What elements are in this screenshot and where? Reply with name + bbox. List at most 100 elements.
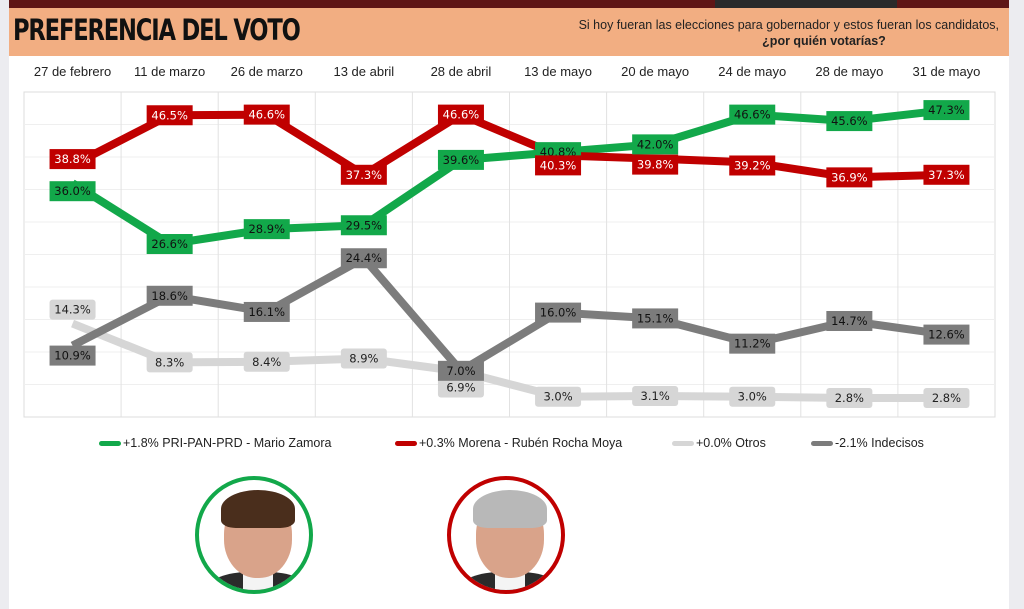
- data-label: 2.8%: [932, 391, 961, 405]
- data-label: 40.3%: [540, 158, 577, 172]
- x-tick-label: 27 de febrero: [33, 64, 112, 79]
- data-point-marker: [923, 164, 970, 185]
- data-point-marker: [243, 351, 290, 372]
- page-title: PREFERENCIA DEL VOTO: [13, 13, 301, 47]
- x-tick-label: 31 de mayo: [912, 64, 981, 79]
- top-bar: [9, 0, 1009, 8]
- data-point-marker: [437, 360, 484, 381]
- candidate-avatar: [447, 476, 565, 594]
- data-label: 18.6%: [151, 289, 188, 303]
- data-point-marker: [923, 388, 970, 408]
- poll-page: PREFERENCIA DEL VOTO Si hoy fueran las e…: [9, 0, 1009, 609]
- series-line: [70, 110, 947, 182]
- data-point-marker: [437, 377, 484, 398]
- data-label: 10.9%: [54, 349, 91, 363]
- legend-swatch: [811, 440, 833, 446]
- data-label: 7.0%: [446, 364, 475, 378]
- data-point-marker: [49, 345, 96, 366]
- data-label: 3.1%: [641, 389, 670, 403]
- question-line-2: ¿por quién votarías?: [762, 34, 886, 48]
- data-label: 8.4%: [252, 355, 281, 369]
- data-label: 45.6%: [831, 114, 868, 128]
- legend-item: +0.3% Morena - Rubén Rocha Moya: [395, 436, 622, 450]
- data-label: 36.9%: [831, 170, 868, 184]
- legend-swatch: [395, 440, 417, 446]
- data-label: 8.9%: [349, 352, 378, 366]
- data-label: 37.3%: [346, 168, 383, 182]
- legend-label: -2.1% Indecisos: [835, 436, 924, 450]
- data-label: 16.1%: [248, 305, 285, 319]
- legend-item: +0.0% Otros: [672, 436, 766, 450]
- data-point-marker: [340, 215, 387, 236]
- data-point-marker: [146, 352, 193, 373]
- data-point-marker: [437, 104, 484, 125]
- data-point-marker: [243, 301, 290, 322]
- data-point-marker: [146, 234, 193, 255]
- data-point-marker: [437, 149, 484, 170]
- data-label: 3.0%: [543, 390, 572, 404]
- data-label: 15.1%: [637, 311, 674, 325]
- data-point-marker: [632, 154, 679, 175]
- data-point-marker: [535, 386, 582, 407]
- data-label: 16.0%: [540, 306, 577, 320]
- data-point-marker: [535, 155, 582, 176]
- legend-label: +1.8% PRI-PAN-PRD - Mario Zamora: [123, 436, 332, 450]
- chart-legend: +1.8% PRI-PAN-PRD - Mario Zamora +0.3% Mo…: [99, 436, 959, 456]
- data-point-marker: [49, 299, 96, 320]
- data-point-marker: [340, 248, 387, 269]
- data-label: 12.6%: [928, 328, 965, 342]
- data-point-marker: [243, 219, 290, 240]
- data-label: 26.6%: [151, 237, 188, 251]
- data-label: 46.6%: [443, 108, 480, 122]
- data-label: 8.3%: [155, 355, 184, 369]
- data-point-marker: [923, 100, 970, 121]
- x-tick-label: 11 de marzo: [133, 64, 206, 79]
- data-label: 28.9%: [248, 222, 285, 236]
- data-point-marker: [146, 285, 193, 306]
- question-line-1: Si hoy fueran las elecciones para gobern…: [578, 18, 999, 32]
- data-point-marker: [632, 386, 679, 407]
- data-point-marker: [729, 104, 776, 125]
- data-point-marker: [826, 111, 873, 132]
- header-banner: PREFERENCIA DEL VOTO Si hoy fueran las e…: [9, 8, 1009, 56]
- data-point-marker: [340, 348, 387, 369]
- data-label: 37.3%: [928, 168, 965, 182]
- data-label: 24.4%: [346, 251, 383, 265]
- data-label: 39.6%: [443, 153, 480, 167]
- data-point-marker: [826, 167, 873, 188]
- x-axis-date-labels: 27 de febrero 11 de marzo 26 de marzo 13 de…: [9, 64, 1009, 84]
- legend-label: +0.0% Otros: [696, 436, 766, 450]
- data-label: 14.3%: [54, 303, 91, 317]
- data-point-marker: [146, 105, 193, 126]
- data-point-marker: [729, 155, 776, 176]
- data-label: 47.3%: [928, 103, 965, 117]
- x-tick-label: 24 de mayo: [718, 64, 787, 79]
- series-line: [71, 319, 947, 402]
- x-tick-label: 20 de mayo: [621, 64, 690, 79]
- data-label: 46.6%: [734, 108, 771, 122]
- x-tick-label: 26 de marzo: [230, 64, 303, 79]
- data-point-marker: [826, 388, 873, 408]
- top-bar-dark-segment: [715, 0, 897, 8]
- data-point-marker: [243, 104, 290, 125]
- data-point-marker: [340, 164, 387, 185]
- legend-swatch: [99, 440, 121, 446]
- hair-shape: [473, 490, 547, 528]
- data-point-marker: [729, 333, 776, 354]
- x-tick-label: 13 de abril: [333, 64, 395, 79]
- series-line: [70, 106, 947, 249]
- data-label: 6.9%: [446, 380, 475, 394]
- data-label: 14.7%: [831, 314, 868, 328]
- data-label: 29.5%: [346, 218, 383, 232]
- candidate-avatar: [195, 476, 313, 594]
- data-point-marker: [923, 324, 970, 345]
- x-tick-label: 28 de mayo: [815, 64, 884, 79]
- data-label: 36.0%: [54, 184, 91, 198]
- x-tick-label: 28 de abril: [430, 64, 492, 79]
- data-label: 46.5%: [151, 108, 188, 122]
- data-label: 39.8%: [637, 158, 674, 172]
- x-tick-label: 13 de mayo: [524, 64, 593, 79]
- data-point-marker: [826, 311, 873, 332]
- legend-item: -2.1% Indecisos: [811, 436, 924, 450]
- data-label: 38.8%: [54, 152, 91, 166]
